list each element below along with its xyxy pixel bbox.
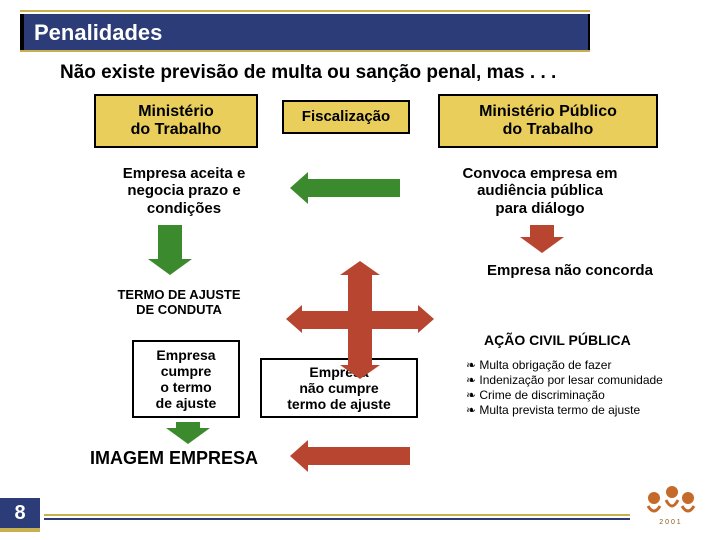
box-fiscalizacao: Fiscalização <box>282 100 410 134</box>
title-acao-civil: AÇÃO CIVIL PÚBLICA <box>484 332 631 348</box>
footer-line-blue <box>44 518 630 520</box>
bullet-item: Indenização por lesar comunidade <box>466 373 676 388</box>
bullet-item: Multa prevista termo de ajuste <box>466 403 676 418</box>
bullet-item: Crime de discriminação <box>466 388 676 403</box>
header-stripe-bottom <box>20 50 590 52</box>
arrow-green-left <box>290 172 400 204</box>
arrow-red-left-bottom <box>290 440 410 472</box>
footer-line-gold <box>44 514 630 516</box>
box-mpt: Ministério Público do Trabalho <box>438 94 658 148</box>
subtitle: Não existe previsão de multa ou sanção p… <box>60 62 556 84</box>
bullet-list: Multa obrigação de fazer Indenização por… <box>466 358 676 418</box>
title-text: Penalidades <box>34 20 162 45</box>
text-imagem-empresa: IMAGEM EMPRESA <box>90 448 258 469</box>
arrow-green-down-left <box>148 225 192 275</box>
text-nao-concorda: Empresa não concorda <box>470 262 670 279</box>
arrow-red-down-right <box>520 225 564 253</box>
page-title: Penalidades <box>20 14 590 52</box>
header-stripe-top <box>20 10 590 12</box>
box-ministerio-trabalho: Ministério do Trabalho <box>94 94 258 148</box>
arrow-green-down-bottom <box>166 422 210 444</box>
text-termo-ajuste: TERMO DE AJUSTE DE CONDUTA <box>84 288 274 318</box>
arrow-burst-icon <box>300 275 420 365</box>
label: Fiscalização <box>302 108 390 125</box>
box-empresa-nao-cumpre: Empresa não cumpre termo de ajuste <box>260 358 418 418</box>
page-number: 8 <box>0 498 40 532</box>
box-empresa-cumpre: Empresa cumpre o termo de ajuste <box>132 340 240 418</box>
logo-icon: 2 0 0 1 <box>634 476 706 530</box>
bullet-item: Multa obrigação de fazer <box>466 358 676 373</box>
label: Ministério Público do Trabalho <box>479 103 617 140</box>
svg-text:2 0 0 1: 2 0 0 1 <box>659 519 681 526</box>
text-convoca: Convoca empresa em audiência pública par… <box>430 165 650 217</box>
text-empresa-aceita: Empresa aceita e negocia prazo e condiçõ… <box>94 165 274 217</box>
label: Ministério do Trabalho <box>131 103 222 140</box>
